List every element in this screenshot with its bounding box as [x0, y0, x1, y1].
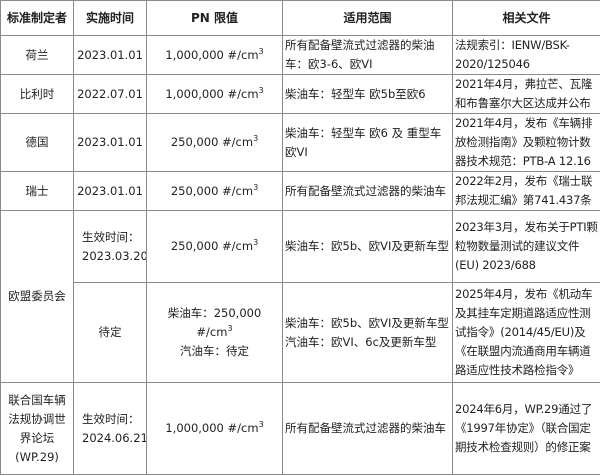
table-row: 荷兰 2023.01.01 1,000,000 #/cm3 所有配备壁流式过滤器…: [1, 36, 600, 75]
table-row: 瑞士 2023.01.01 250,000 #/cm3 所有配备壁流式过滤器的柴…: [1, 172, 600, 211]
pn-cell: 1,000,000 #/cm3: [147, 383, 283, 475]
header-maker: 标准制定者: [1, 1, 74, 36]
scope-cell: 柴油车：欧5b、欧VI及更新车型汽油车：欧VI、6c及更新车型: [283, 283, 453, 383]
docs-cell: 2025年4月，发布《机动车及其挂车定期道路适应性测试指令》(2014/45/E…: [453, 283, 600, 383]
maker-cell: 比利时: [1, 75, 74, 114]
date-cell: 生效时间：2023.03.20: [74, 211, 147, 283]
maker-cell: 德国: [1, 114, 74, 172]
date-cell: 生效时间：2024.06.21: [74, 383, 147, 475]
table-row: 比利时 2022.07.01 1,000,000 #/cm3 柴油车：轻型车 欧…: [1, 75, 600, 114]
header-docs: 相关文件: [453, 1, 600, 36]
scope-cell: 所有配备壁流式过滤器的柴油车: [283, 172, 453, 211]
pn-gasoline: 汽油车：待定: [149, 342, 280, 361]
header-row: 标准制定者 实施时间 PN 限值 适用范围 相关文件: [1, 1, 600, 36]
maker-cell: 联合国车辆法规协调世界论坛(WP.29): [1, 383, 74, 475]
docs-cell: 2021年4月，发布《车辆排放检测指南》及颗粒物计数器技术规范：PTB-A 12…: [453, 114, 600, 172]
date-cell: 待定: [74, 283, 147, 383]
table-row: 德国 2023.01.01 250,000 #/cm3 柴油车：轻型车 欧6 及…: [1, 114, 600, 172]
maker-cell: 欧盟委员会: [1, 211, 74, 383]
date-cell: 2023.01.01: [74, 36, 147, 75]
pn-cell: 1,000,000 #/cm3: [147, 36, 283, 75]
docs-cell: 2023年3月，发布关于PTI颗粒物数量测试的建议文件(EU) 2023/688: [453, 211, 600, 283]
scope-cell: 柴油车：欧5b、欧VI及更新车型: [283, 211, 453, 283]
scope-cell: 所有配备壁流式过滤器的柴油车：欧3-6、欧VI: [283, 36, 453, 75]
header-date: 实施时间: [74, 1, 147, 36]
maker-cell: 瑞士: [1, 172, 74, 211]
pn-cell: 250,000 #/cm3: [147, 172, 283, 211]
table-row: 欧盟委员会 生效时间：2023.03.20 250,000 #/cm3 柴油车：…: [1, 211, 600, 283]
table-row: 联合国车辆法规协调世界论坛(WP.29) 生效时间：2024.06.21 1,0…: [1, 383, 600, 475]
docs-cell: 2022年2月，发布《瑞士联邦法规汇编》第741.437条: [453, 172, 600, 211]
date-cell: 2022.07.01: [74, 75, 147, 114]
pn-cell: 250,000 #/cm3: [147, 114, 283, 172]
date-cell: 2023.01.01: [74, 172, 147, 211]
docs-cell: 2021年4月，弗拉芒、瓦隆和布鲁塞尔大区达成并公布: [453, 75, 600, 114]
header-pn: PN 限值: [147, 1, 283, 36]
scope-cell: 所有配备壁流式过滤器的柴油车: [283, 383, 453, 475]
maker-cell: 荷兰: [1, 36, 74, 75]
pn-cell: 250,000 #/cm3: [147, 211, 283, 283]
docs-cell: 法规索引：IENW/BSK-2020/125046: [453, 36, 600, 75]
scope-cell: 柴油车：轻型车 欧5b至欧6: [283, 75, 453, 114]
header-scope: 适用范围: [283, 1, 453, 36]
scope-cell: 柴油车：轻型车 欧6 及 重型车欧VI: [283, 114, 453, 172]
pn-cell: 1,000,000 #/cm3: [147, 75, 283, 114]
scope-gasoline: 汽油车：欧VI、6c及更新车型: [285, 333, 450, 352]
docs-cell: 2024年6月，WP.29通过了《1997年协定》（联合国定期技术检查规则）的修…: [453, 383, 600, 475]
date-cell: 2023.01.01: [74, 114, 147, 172]
